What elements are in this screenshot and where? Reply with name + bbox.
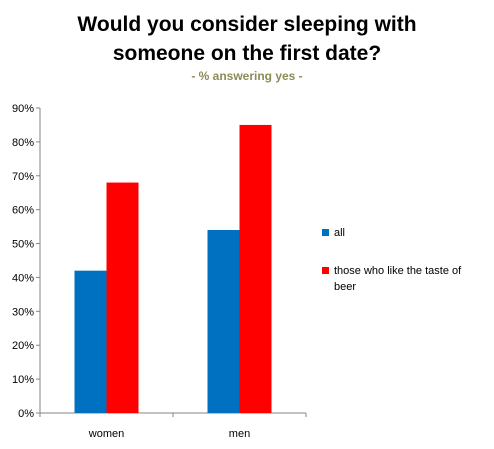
y-tick-label: 80%	[12, 137, 34, 149]
y-tick-label: 50%	[12, 239, 34, 251]
chart-subtitle: - % answering yes -	[191, 69, 303, 83]
bar-all-women	[74, 270, 107, 413]
legend-label-all: all	[334, 227, 346, 239]
y-tick-label: 90%	[12, 103, 34, 115]
bar-all-men	[207, 230, 240, 413]
y-tick-label: 30%	[12, 306, 34, 318]
legend-swatch-all	[322, 229, 329, 236]
legend: all those who like the taste of beer	[322, 225, 492, 295]
y-tick-label: 20%	[12, 340, 34, 352]
y-tick-label: 0%	[18, 408, 34, 420]
title-line-2: someone on the first date?	[112, 42, 382, 65]
bar-those-men	[239, 124, 272, 413]
y-tick-label: 60%	[12, 205, 34, 217]
legend-swatch-beer	[322, 267, 329, 274]
x-tick-label: men	[229, 428, 250, 440]
title-line-1: Would you consider sleeping with	[77, 13, 417, 36]
x-tick-label: women	[88, 428, 124, 440]
y-tick-label: 10%	[12, 374, 34, 386]
chart-title: Would you consider sleeping with someone…	[0, 10, 494, 68]
legend-item-all: all	[322, 225, 492, 241]
y-tick-label: 40%	[12, 272, 34, 284]
legend-item-beer: those who like the taste of beer	[322, 263, 492, 295]
y-tick-label: 70%	[12, 171, 34, 183]
legend-label-beer: those who like the taste of beer	[334, 265, 462, 293]
bar-those-women	[106, 182, 139, 413]
